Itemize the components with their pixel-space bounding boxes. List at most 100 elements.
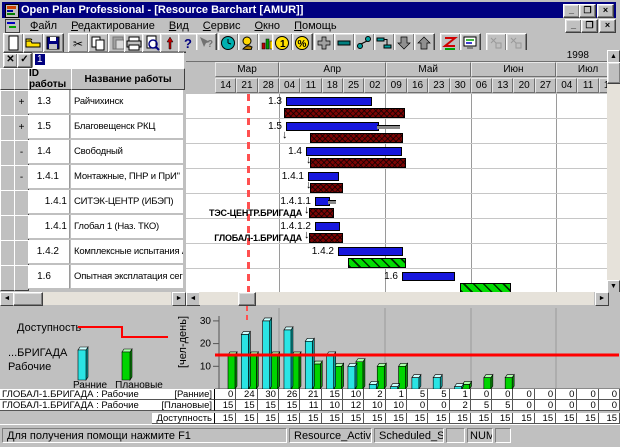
open-folder-button[interactable]	[23, 33, 44, 53]
table-row[interactable]: 1.4.2 Комплексные испытания АО	[0, 240, 184, 266]
cost-coin-button[interactable]: 1	[272, 33, 293, 53]
row-expander[interactable]	[14, 190, 29, 216]
mdi-close-button[interactable]: ×	[599, 19, 616, 33]
new-document-button[interactable]	[3, 33, 24, 53]
activity-id-cell[interactable]: 1.6	[28, 265, 70, 289]
row-header-cell[interactable]	[0, 165, 15, 191]
table-row[interactable]: +1.3 Райчихинск	[0, 90, 184, 116]
table-scroll-right-icon[interactable]: ►	[172, 292, 186, 306]
scrollbar-track[interactable]	[607, 62, 620, 280]
activity-id-cell[interactable]: 1.5	[28, 115, 70, 139]
row-header-cell[interactable]	[0, 115, 15, 141]
move-up-button[interactable]	[414, 33, 435, 53]
menu-item-Редактирование[interactable]: Редактирование	[71, 19, 155, 32]
gantt-float-extension	[328, 200, 336, 204]
row-expander[interactable]	[14, 215, 29, 241]
percent-button[interactable]: %	[292, 33, 313, 53]
activity-id-cell[interactable]: 1.4.2	[28, 240, 70, 264]
gantt-early-bar[interactable]	[306, 147, 402, 156]
cut-button[interactable]: ✂	[68, 33, 89, 53]
activity-name-cell[interactable]: Благовещенск РКЦ	[71, 115, 183, 139]
activity-name-cell[interactable]: Свободный	[71, 140, 183, 164]
save-button[interactable]	[43, 33, 64, 53]
gantt-baseline-bar[interactable]	[309, 208, 334, 218]
row-expander[interactable]: -	[14, 165, 29, 191]
activity-name-cell[interactable]: Опытная эксплатация сегмента	[71, 265, 183, 289]
activity-name-cell[interactable]: Комплексные испытания АО	[71, 240, 183, 264]
monitor-button[interactable]	[460, 33, 481, 53]
activity-id-cell[interactable]: 1.4.1	[28, 215, 70, 239]
gantt-baseline-bar[interactable]	[310, 158, 406, 168]
gantt-scrollbar-track[interactable]	[199, 292, 594, 305]
table-scrollbar-thumb[interactable]	[13, 292, 43, 306]
gantt-vertical-scrollbar[interactable]: ▲ ▼	[607, 50, 620, 293]
row-header-cell[interactable]	[0, 215, 15, 241]
row-header-cell[interactable]	[0, 140, 15, 166]
activity-id-cell[interactable]: 1.4.1	[28, 190, 70, 214]
row-gridline	[186, 243, 607, 244]
menu-item-Файл[interactable]: Файл	[30, 19, 58, 32]
gantt-early-bar[interactable]	[338, 247, 403, 256]
menu-item-Вид[interactable]: Вид	[168, 19, 189, 32]
activity-id-cell[interactable]: 1.4.1	[28, 165, 70, 189]
gantt-early-bar[interactable]	[315, 222, 340, 231]
resource-value-cell: 2	[449, 400, 471, 411]
row-expander[interactable]: +	[14, 90, 29, 116]
table-row[interactable]: +1.5 Благовещенск РКЦ	[0, 115, 184, 141]
table-scroll-left-icon[interactable]: ◄	[0, 292, 14, 306]
gantt-scrollbar-thumb[interactable]	[238, 292, 256, 306]
gantt-early-bar[interactable]	[402, 272, 455, 281]
table-row[interactable]: 1.4.1 Глобал 1 (Наз. ТКО)	[0, 215, 184, 241]
gantt-planned-bar[interactable]	[348, 258, 406, 268]
gantt-early-bar[interactable]	[286, 122, 379, 131]
edit-confirm-button[interactable]: ✓	[17, 53, 32, 68]
table-row[interactable]: 1.4.1 СИТЭК-ЦЕНТР (ИБЭП)	[0, 190, 184, 216]
activity-id-cell[interactable]: 1.4	[28, 140, 70, 164]
row-header-cell[interactable]	[0, 190, 15, 216]
timeline-week-cell: 30	[449, 78, 471, 93]
edit-input[interactable]: 1	[32, 52, 184, 68]
gantt-scroll-right-icon[interactable]: ►	[595, 292, 609, 306]
copy-button[interactable]	[88, 33, 109, 53]
menu-item-Сервис[interactable]: Сервис	[202, 19, 241, 32]
gantt-early-bar[interactable]	[308, 172, 339, 181]
gantt-planned-bar[interactable]	[460, 283, 511, 292]
minimize-button[interactable]: _	[563, 4, 580, 18]
row-expander[interactable]: -	[14, 140, 29, 166]
legend-bars	[77, 346, 133, 381]
print-button[interactable]	[124, 33, 145, 53]
time-analysis-clock-icon	[221, 36, 235, 50]
gantt-baseline-bar[interactable]	[310, 183, 343, 193]
mdi-child-icon[interactable]	[5, 18, 20, 33]
row-header-cell[interactable]	[0, 90, 15, 116]
close-button[interactable]: ×	[597, 4, 614, 18]
zigzag-button[interactable]	[440, 33, 461, 53]
table-row[interactable]: -1.4.1 Монтажные, ПНР и ПрИ"	[0, 165, 184, 191]
row-expander[interactable]: +	[14, 115, 29, 141]
menu-item-Помощь[interactable]: Помощь	[294, 19, 337, 32]
restore-button[interactable]: ❐	[579, 4, 596, 18]
gantt-early-bar[interactable]	[286, 97, 372, 106]
row-header-cell[interactable]	[0, 265, 15, 291]
table-scrollbar-track[interactable]	[13, 292, 171, 305]
activity-name-cell[interactable]: Глобал 1 (Наз. ТКО)	[71, 215, 183, 239]
mdi-minimize-button[interactable]: _	[565, 19, 582, 33]
gantt-baseline-bar[interactable]	[309, 233, 343, 243]
mdi-restore-button[interactable]: ❐	[581, 19, 598, 33]
gantt-baseline-bar[interactable]	[284, 108, 405, 118]
row-header-cell[interactable]	[0, 240, 15, 266]
histogram-planned-bar	[291, 350, 302, 390]
activity-name-cell[interactable]: Монтажные, ПНР и ПрИ"	[71, 165, 183, 189]
gantt-baseline-bar[interactable]	[310, 133, 403, 143]
activity-id-cell[interactable]: 1.3	[28, 90, 70, 114]
table-row[interactable]: -1.4 Свободный	[0, 140, 184, 166]
gantt-scroll-left-icon[interactable]: ◄	[186, 292, 200, 306]
scrollbar-thumb[interactable]	[607, 62, 620, 84]
activity-name-cell[interactable]: СИТЭК-ЦЕНТР (ИБЭП)	[71, 190, 183, 214]
menu-item-Окно[interactable]: Окно	[254, 19, 281, 32]
row-expander[interactable]	[14, 240, 29, 266]
activity-name-cell[interactable]: Райчихинск	[71, 90, 183, 114]
row-expander[interactable]	[14, 265, 29, 291]
edit-cancel-button[interactable]: ✕	[3, 53, 18, 68]
